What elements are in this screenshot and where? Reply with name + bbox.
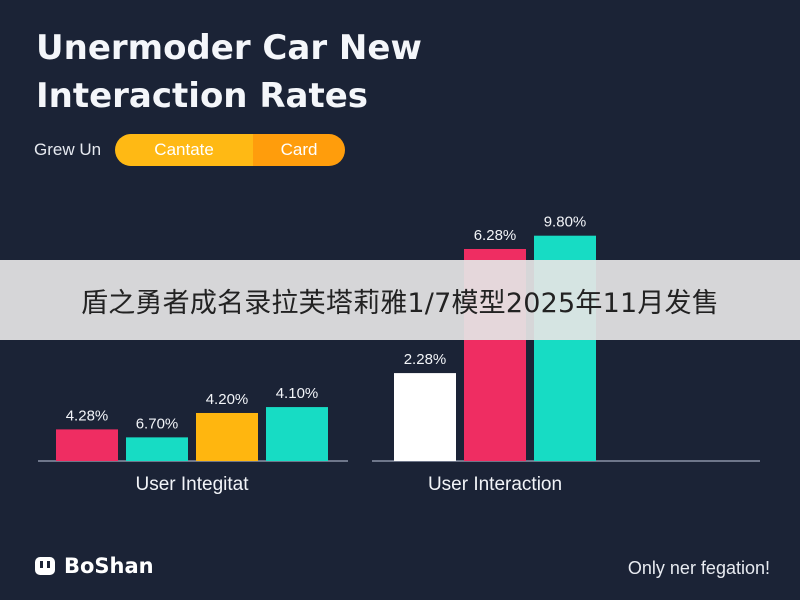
bar [126,437,188,461]
legend-entry-cantate[interactable]: Cantate [115,134,254,166]
bar-value-label: 4.20% [206,391,249,408]
bar [394,373,456,461]
group-label: User Integitat [136,474,250,495]
footnote: Only ner fegation! [627,558,770,578]
brand-logo-text: BoShan [34,554,154,578]
bar [196,412,258,461]
bar-value-label: 9.80% [544,214,587,231]
legend-entry-card[interactable]: Card [253,134,346,166]
bar [266,407,328,461]
group-label: User Interaction [428,474,562,495]
bar [56,429,118,461]
legend-pill[interactable]: Cantate Card [115,134,346,166]
bar-value-label: 4.28% [66,407,109,424]
chart-title: Unermoder Car New Interaction Rates [36,28,422,116]
bar-value-label: 6.70% [136,415,179,432]
bar-value-label: 2.28% [404,351,447,368]
legend: Grew Un Cantate Card [34,134,346,166]
bar-value-label: 4.10% [276,385,319,402]
overlay-banner: 盾之勇者成名录拉芙塔莉雅1/7模型2025年11月发售 [0,260,800,340]
bar-value-label: 6.28% [474,227,517,244]
brand-name: BoShan [64,554,154,578]
legend-prefix: Grew Un [34,140,102,159]
brand-icon [35,557,55,575]
